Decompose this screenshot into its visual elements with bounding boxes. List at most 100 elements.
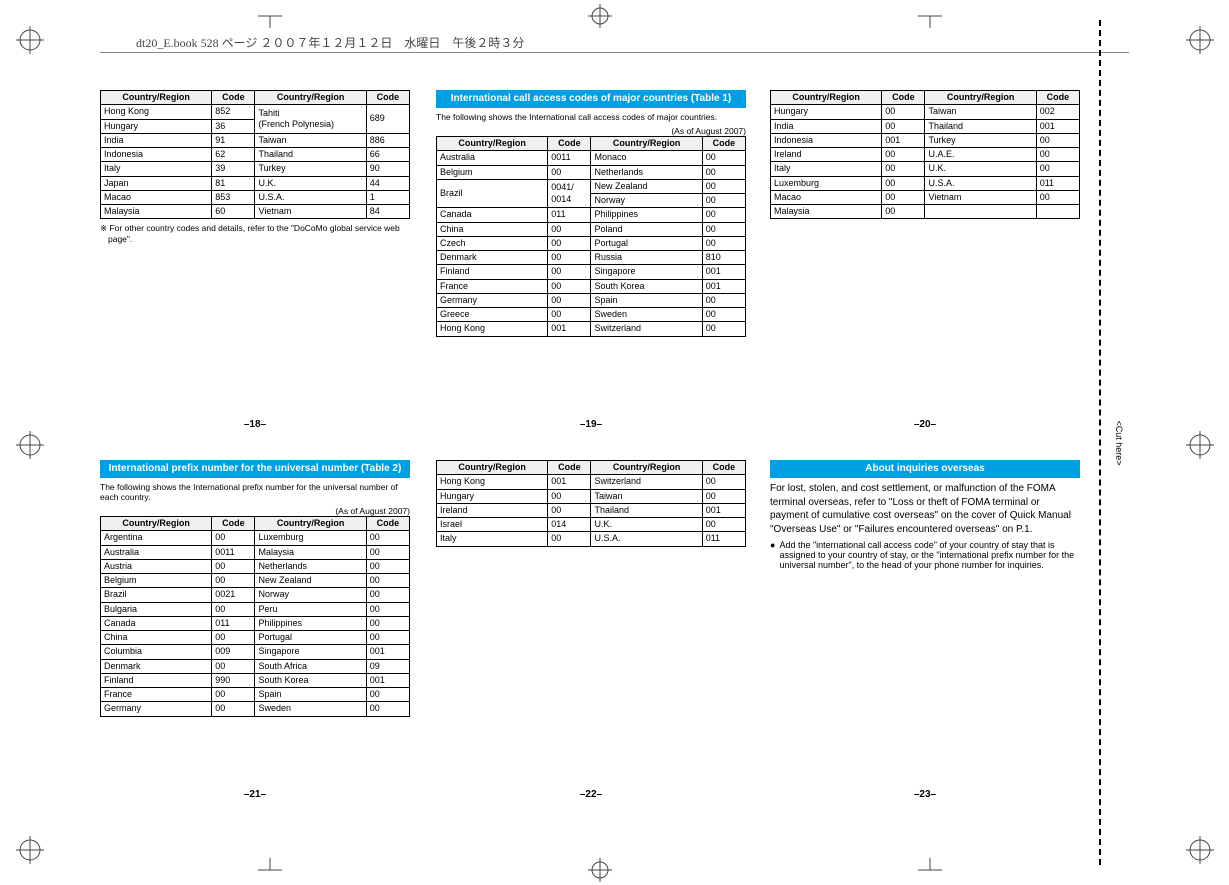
code-cell: 011 <box>548 208 591 222</box>
code-cell: 39 <box>212 162 255 176</box>
code-cell: 00 <box>1036 190 1079 204</box>
bullet-text: Add the "international call access code"… <box>779 540 1080 570</box>
region-cell: Hong Kong <box>437 322 548 336</box>
col-header-region: Country/Region <box>437 137 548 151</box>
region-cell: Macao <box>101 190 212 204</box>
code-cell: 00 <box>548 165 591 179</box>
code-cell: 00 <box>548 532 591 546</box>
code-cell: 00 <box>702 518 745 532</box>
section-header-21: International prefix number for the univ… <box>100 460 410 478</box>
region-cell: Sweden <box>591 308 702 322</box>
code-cell: 001 <box>366 645 409 659</box>
region-cell: Netherlands <box>591 165 702 179</box>
file-header-meta: dt20_E.book 528 ページ ２００７年１２月１２日 水曜日 午後２時… <box>136 34 524 51</box>
bullet-icon: ● <box>770 540 775 570</box>
col-header-code: Code <box>702 461 745 475</box>
code-cell: 00 <box>366 531 409 545</box>
region-cell: Finland <box>437 265 548 279</box>
code-cell: 00 <box>702 151 745 165</box>
region-cell: Ireland <box>771 148 882 162</box>
code-cell: 62 <box>212 148 255 162</box>
panel-21: International prefix number for the univ… <box>100 460 410 800</box>
code-cell: 852 <box>212 105 255 119</box>
code-cell: 014 <box>548 518 591 532</box>
region-cell: Australia <box>101 545 212 559</box>
panel-19: International call access codes of major… <box>436 90 746 430</box>
region-cell: Australia <box>437 151 548 165</box>
region-cell: Greece <box>437 308 548 322</box>
footnote-18: ※ For other country codes and details, r… <box>100 223 410 244</box>
region-cell: Hungary <box>437 489 548 503</box>
page-number: –20– <box>770 419 1080 430</box>
col-header-code: Code <box>702 137 745 151</box>
code-cell: 00 <box>1036 148 1079 162</box>
region-cell: Sweden <box>255 702 366 716</box>
country-code-table-18: Country/RegionCodeCountry/RegionCodeHong… <box>100 90 410 219</box>
page-number: –21– <box>100 789 410 800</box>
prefix-table-21: Country/RegionCodeCountry/RegionCodeArge… <box>100 516 410 717</box>
col-header-region: Country/Region <box>591 461 702 475</box>
region-cell: Taiwan <box>925 105 1036 119</box>
region-cell: Belgium <box>437 165 548 179</box>
code-cell: 001 <box>548 475 591 489</box>
region-cell: Portugal <box>591 236 702 250</box>
code-cell: 00 <box>702 322 745 336</box>
code-cell: 00 <box>702 194 745 208</box>
region-cell: Luxemburg <box>771 176 882 190</box>
access-code-table-20: Country/RegionCodeCountry/RegionCodeHung… <box>770 90 1080 219</box>
code-cell: 00 <box>366 631 409 645</box>
region-cell: Indonesia <box>101 148 212 162</box>
page-number: –23– <box>770 789 1080 800</box>
region-cell: Ireland <box>437 503 548 517</box>
code-cell: 00 <box>366 559 409 573</box>
col-header-region: Country/Region <box>925 91 1036 105</box>
region-cell: South Korea <box>255 673 366 687</box>
code-cell: 00 <box>366 574 409 588</box>
region-cell: U.K. <box>925 162 1036 176</box>
region-cell: Brazil <box>437 179 548 208</box>
region-cell: Denmark <box>437 251 548 265</box>
code-cell: 00 <box>548 489 591 503</box>
code-cell: 00 <box>548 222 591 236</box>
code-cell: 00 <box>548 308 591 322</box>
code-cell: 0011 <box>548 151 591 165</box>
region-cell: Tahiti(French Polynesia) <box>255 105 366 134</box>
region-cell: Poland <box>591 222 702 236</box>
region-cell: Monaco <box>591 151 702 165</box>
code-cell: 00 <box>212 559 255 573</box>
page-number: –19– <box>436 419 746 430</box>
code-cell: 00 <box>548 279 591 293</box>
region-cell: Hong Kong <box>437 475 548 489</box>
region-cell: Canada <box>101 616 212 630</box>
code-cell: 011 <box>1036 176 1079 190</box>
region-cell: U.K. <box>255 176 366 190</box>
code-cell: 00 <box>366 588 409 602</box>
desc-21: The following shows the International pr… <box>100 482 410 502</box>
region-cell: Italy <box>437 532 548 546</box>
col-header-code: Code <box>548 137 591 151</box>
code-cell: 0041/0014 <box>548 179 591 208</box>
region-cell: Denmark <box>101 659 212 673</box>
prefix-table-22: Country/RegionCodeCountry/RegionCodeHong… <box>436 460 746 547</box>
region-cell: Germany <box>437 293 548 307</box>
col-header-code: Code <box>548 461 591 475</box>
code-cell: 00 <box>882 105 925 119</box>
code-cell: 001 <box>702 265 745 279</box>
code-cell: 00 <box>702 222 745 236</box>
region-cell: U.S.A. <box>591 532 702 546</box>
asof-19: (As of August 2007) <box>436 126 746 136</box>
access-code-table-19: Country/RegionCodeCountry/RegionCodeAust… <box>436 136 746 337</box>
region-cell: New Zealand <box>591 179 702 193</box>
region-cell: Switzerland <box>591 475 702 489</box>
region-cell: Hungary <box>771 105 882 119</box>
code-cell: 60 <box>212 205 255 219</box>
code-cell: 00 <box>1036 133 1079 147</box>
region-cell: Philippines <box>255 616 366 630</box>
region-cell: Singapore <box>255 645 366 659</box>
code-cell: 00 <box>548 293 591 307</box>
region-cell: Malaysia <box>255 545 366 559</box>
panel-20: Country/RegionCodeCountry/RegionCodeHung… <box>770 90 1080 430</box>
region-cell: Turkey <box>255 162 366 176</box>
desc-19: The following shows the International ca… <box>436 112 746 122</box>
region-cell: U.A.E. <box>925 148 1036 162</box>
